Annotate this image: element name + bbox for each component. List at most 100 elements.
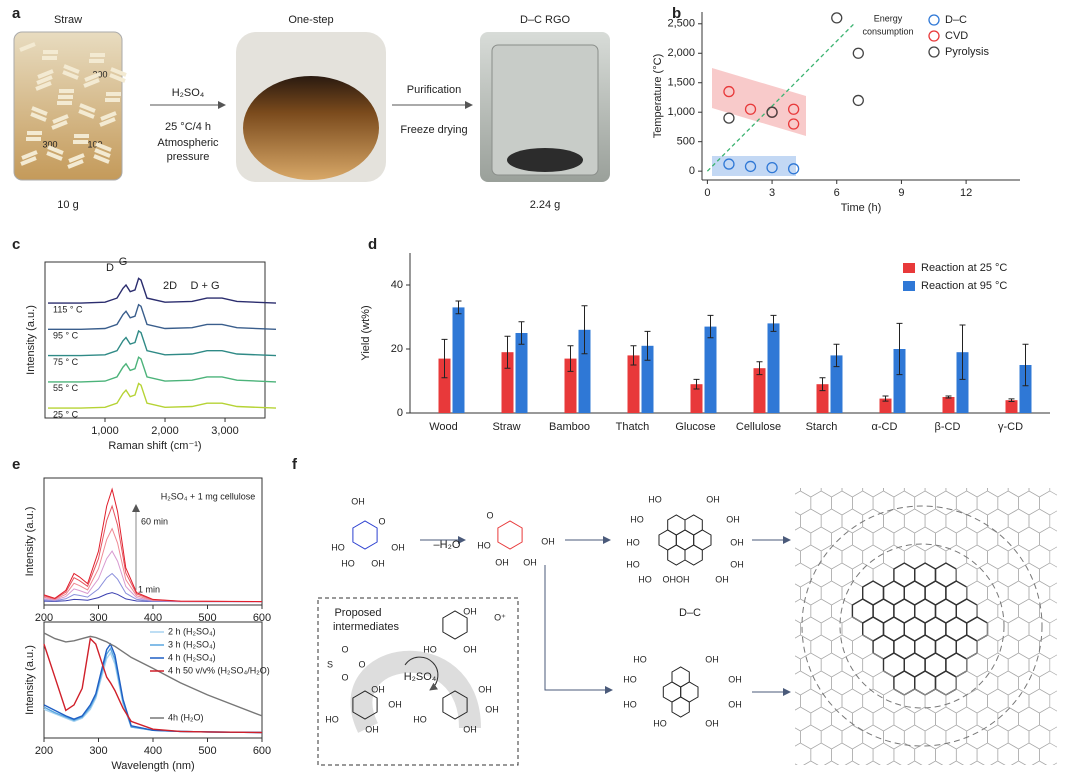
ring (442, 610, 468, 640)
point (852, 47, 864, 59)
ring (997, 562, 1019, 588)
atom-label: OH (351, 496, 365, 506)
ring (872, 706, 895, 732)
ring (844, 760, 860, 765)
straw-piece (52, 114, 69, 124)
ring (820, 652, 843, 678)
x-tick-label: 9 (898, 187, 904, 199)
y-axis-label: Temperature (°C) (652, 54, 664, 138)
ring (934, 670, 957, 696)
ring (852, 490, 874, 516)
mass: 2.24 g (530, 199, 561, 211)
error-bar (959, 324, 966, 380)
x-tick-label: Cellulose (736, 421, 781, 433)
y-tick-label: 500 (677, 136, 695, 148)
atom-label: HO (626, 537, 640, 547)
peak-label: 2D (163, 280, 177, 292)
point (831, 12, 843, 24)
ring (795, 562, 812, 588)
straw-piece (110, 67, 127, 77)
straw-piece (31, 106, 48, 116)
y-tick-label: 2,500 (667, 18, 695, 30)
series-line (43, 637, 263, 734)
y-tick-label: 2,000 (667, 47, 695, 59)
ring (795, 634, 812, 660)
series-line (43, 527, 263, 603)
ring (852, 742, 874, 765)
ring (810, 598, 832, 624)
ring (831, 598, 853, 624)
plot-frame (44, 261, 266, 419)
legend-label: Pyrolysis (945, 46, 990, 58)
ring (497, 520, 523, 550)
legend-label: 2 h (H₂SO₄) (168, 626, 216, 636)
bar (942, 397, 955, 413)
ring (795, 526, 812, 552)
ring (1007, 652, 1030, 678)
atom-label: O (341, 644, 348, 654)
ring (795, 763, 798, 765)
x-tick-label: 200 (35, 612, 53, 624)
point (787, 163, 800, 175)
ring (914, 526, 936, 552)
ring (886, 760, 902, 765)
straw-piece (109, 73, 126, 83)
atom-label: O⁺ (494, 612, 506, 622)
ring (945, 724, 968, 750)
atom-label: HO (623, 674, 637, 684)
ring (997, 526, 1019, 552)
x-tick-label: 600 (253, 745, 271, 757)
guide-circle (801, 505, 1043, 747)
error-bar (882, 395, 889, 402)
ring (862, 688, 884, 714)
ring (1018, 562, 1040, 588)
bar (816, 384, 829, 413)
point (766, 161, 778, 174)
point (723, 112, 735, 124)
ring (893, 490, 916, 516)
atom-label: OH (728, 699, 742, 709)
ring (684, 514, 703, 536)
ring (800, 488, 822, 498)
atom-label: OH (541, 536, 555, 546)
atom-label: HO (626, 559, 640, 569)
error-bar (819, 377, 826, 392)
atom-label: O (486, 510, 493, 520)
ring (800, 688, 822, 714)
graphene (795, 488, 1057, 765)
ring (820, 616, 843, 642)
error-bar (1008, 398, 1015, 402)
atom-label: OH (728, 674, 742, 684)
step-label: One-step (288, 14, 333, 26)
ring (966, 544, 988, 570)
atom-label: HO (630, 514, 644, 524)
straw-piece (100, 111, 117, 121)
post-step: Purification (407, 84, 461, 96)
step-label: Straw (54, 14, 82, 26)
atom-label: OH (706, 494, 720, 504)
atom-label: HO (477, 540, 491, 550)
bar (753, 368, 766, 413)
photo-rgo (507, 148, 583, 172)
ring (820, 580, 843, 606)
ring (810, 526, 832, 552)
series-line (43, 642, 263, 734)
error-bar (504, 335, 511, 369)
box-title: Proposed (334, 607, 381, 619)
x-tick-label: γ-CD (998, 421, 1023, 433)
y-tick-label: 0 (689, 165, 695, 177)
ring (935, 742, 957, 765)
atom-label: HO (423, 644, 437, 654)
peak-label: D (106, 262, 114, 274)
ring (671, 696, 690, 718)
ring (1018, 706, 1040, 732)
straw-piece (83, 78, 100, 88)
ring (1039, 562, 1057, 588)
ring (852, 706, 874, 732)
straw-piece (62, 70, 79, 80)
bar (1019, 365, 1032, 413)
ring (997, 490, 1019, 516)
x-tick-label: α-CD (872, 421, 898, 433)
ring (667, 544, 686, 566)
